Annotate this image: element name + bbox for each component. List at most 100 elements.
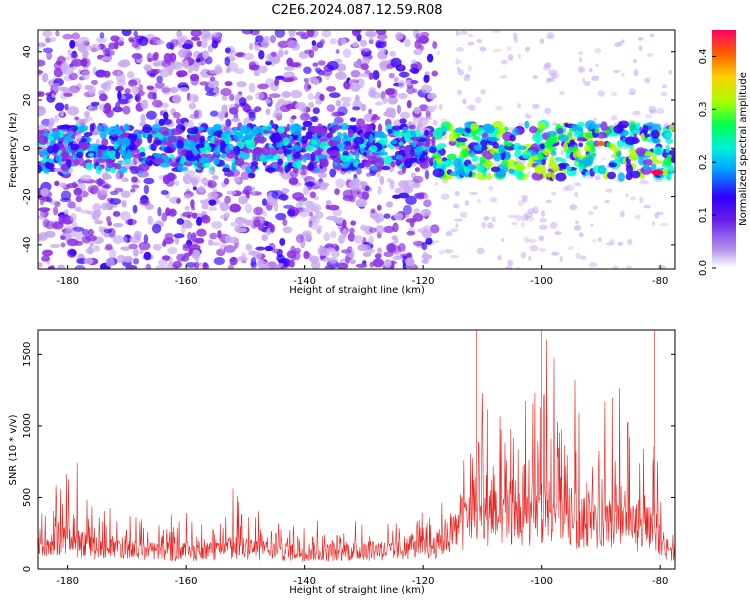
heatmap-cell (242, 135, 252, 141)
heatmap-cell (602, 156, 606, 161)
heatmap-cell (499, 75, 508, 79)
snr-x-label: Height of straight line (km) (289, 585, 425, 596)
heatmap-cell (455, 137, 468, 143)
heatmap-cell (534, 210, 539, 214)
heatmap-cell (664, 131, 671, 139)
heatmap-cell (152, 243, 162, 251)
heatmap-cell (63, 209, 69, 215)
heatmap-cell (457, 69, 465, 76)
heatmap-cell (334, 188, 340, 195)
heatmap-cell (547, 135, 558, 143)
heatmap-cell (578, 57, 583, 63)
heatmap-cell (277, 98, 286, 106)
heatmap-cell (102, 203, 115, 210)
heatmap-cell (64, 103, 69, 111)
heatmap-cell (343, 145, 354, 151)
heatmap-cell (568, 246, 574, 250)
heatmap-cell (376, 247, 382, 253)
heatmap-cell (631, 124, 637, 131)
heatmap-cell (395, 32, 404, 40)
heatmap-cell (434, 182, 439, 186)
heatmap-cell (331, 249, 340, 258)
heatmap-cell (368, 145, 378, 153)
heatmap-cell (340, 38, 347, 45)
heatmap-cell (616, 139, 624, 148)
heatmap-cell (80, 209, 90, 214)
heatmap-cell (331, 243, 339, 250)
heatmap-cell (224, 146, 231, 154)
heatmap-cell (376, 79, 382, 89)
heatmap-cell (89, 123, 95, 133)
heatmap-cell (102, 174, 112, 180)
heatmap-cell (42, 47, 54, 53)
heatmap-cell (661, 91, 667, 97)
heatmap-cell (80, 141, 91, 150)
heatmap-cell (317, 172, 328, 179)
heatmap-cell (277, 158, 284, 166)
heatmap-cell (424, 116, 433, 121)
heatmap-cell (350, 83, 361, 92)
heatmap-cell (89, 143, 101, 149)
heatmap-cell (340, 167, 350, 172)
heatmap-cell (413, 48, 423, 56)
heatmap-cell (467, 41, 475, 46)
heatmap-cell (243, 139, 251, 145)
heatmap-cell (282, 226, 293, 234)
heatmap-cell (203, 32, 214, 38)
heatmap-cell (286, 155, 292, 161)
heatmap-cell (149, 72, 156, 78)
heatmap-cell (426, 92, 437, 100)
heatmap-cell (70, 143, 80, 151)
heatmap-cell (565, 165, 572, 172)
heatmap-cell (199, 199, 209, 204)
heatmap-cell (231, 117, 241, 123)
heatmap-cell (592, 239, 596, 243)
heatmap-cell (412, 175, 424, 184)
heatmap-cell (650, 163, 657, 171)
heatmap-cell (595, 63, 599, 68)
heatmap-cell (620, 72, 625, 77)
heatmap-cell (116, 79, 127, 87)
heatmap-cell (42, 154, 48, 164)
heatmap-cell (362, 123, 374, 133)
heatmap-cell (45, 162, 55, 170)
heatmap-cell (625, 172, 633, 181)
heatmap-cell (473, 144, 484, 151)
heatmap-cell (283, 148, 292, 155)
heatmap-cell (538, 248, 546, 252)
heatmap-cell (347, 128, 354, 138)
heatmap-cell (406, 230, 416, 236)
heatmap-cell (565, 149, 570, 159)
heatmap-cell (103, 70, 111, 78)
heatmap-cell (643, 204, 651, 209)
heatmap-cell (415, 193, 426, 200)
heatmap-cell (176, 139, 185, 149)
heatmap-cell (284, 164, 289, 174)
heatmap-cell (643, 159, 653, 166)
heatmap-cell (254, 91, 265, 101)
heatmap-cell (194, 261, 200, 269)
heatmap-cell (397, 243, 406, 252)
heatmap-cell (210, 241, 221, 246)
heatmap-cell (311, 203, 322, 213)
heatmap-cell (268, 93, 281, 98)
heatmap-cell (194, 254, 200, 262)
heatmap-cell (188, 119, 194, 130)
colorbar-tick-label: 0.0 (698, 260, 709, 276)
heatmap-cell (580, 255, 587, 260)
heatmap-cell (38, 262, 43, 268)
heatmap-cell (592, 117, 598, 123)
heatmap-cell (608, 162, 618, 168)
heatmap-cell (425, 105, 436, 113)
heatmap-cell (93, 245, 101, 252)
heatmap-cell (404, 131, 412, 141)
heatmap-cell (112, 235, 124, 244)
heatmap-cell (49, 243, 61, 248)
heatmap-cell (162, 175, 171, 185)
heatmap-cell (132, 257, 140, 265)
heatmap-cell (127, 218, 133, 226)
heatmap-cell (209, 110, 219, 117)
heatmap-cell (539, 217, 547, 223)
heatmap-cell (501, 160, 509, 167)
heatmap-cell (188, 248, 194, 255)
